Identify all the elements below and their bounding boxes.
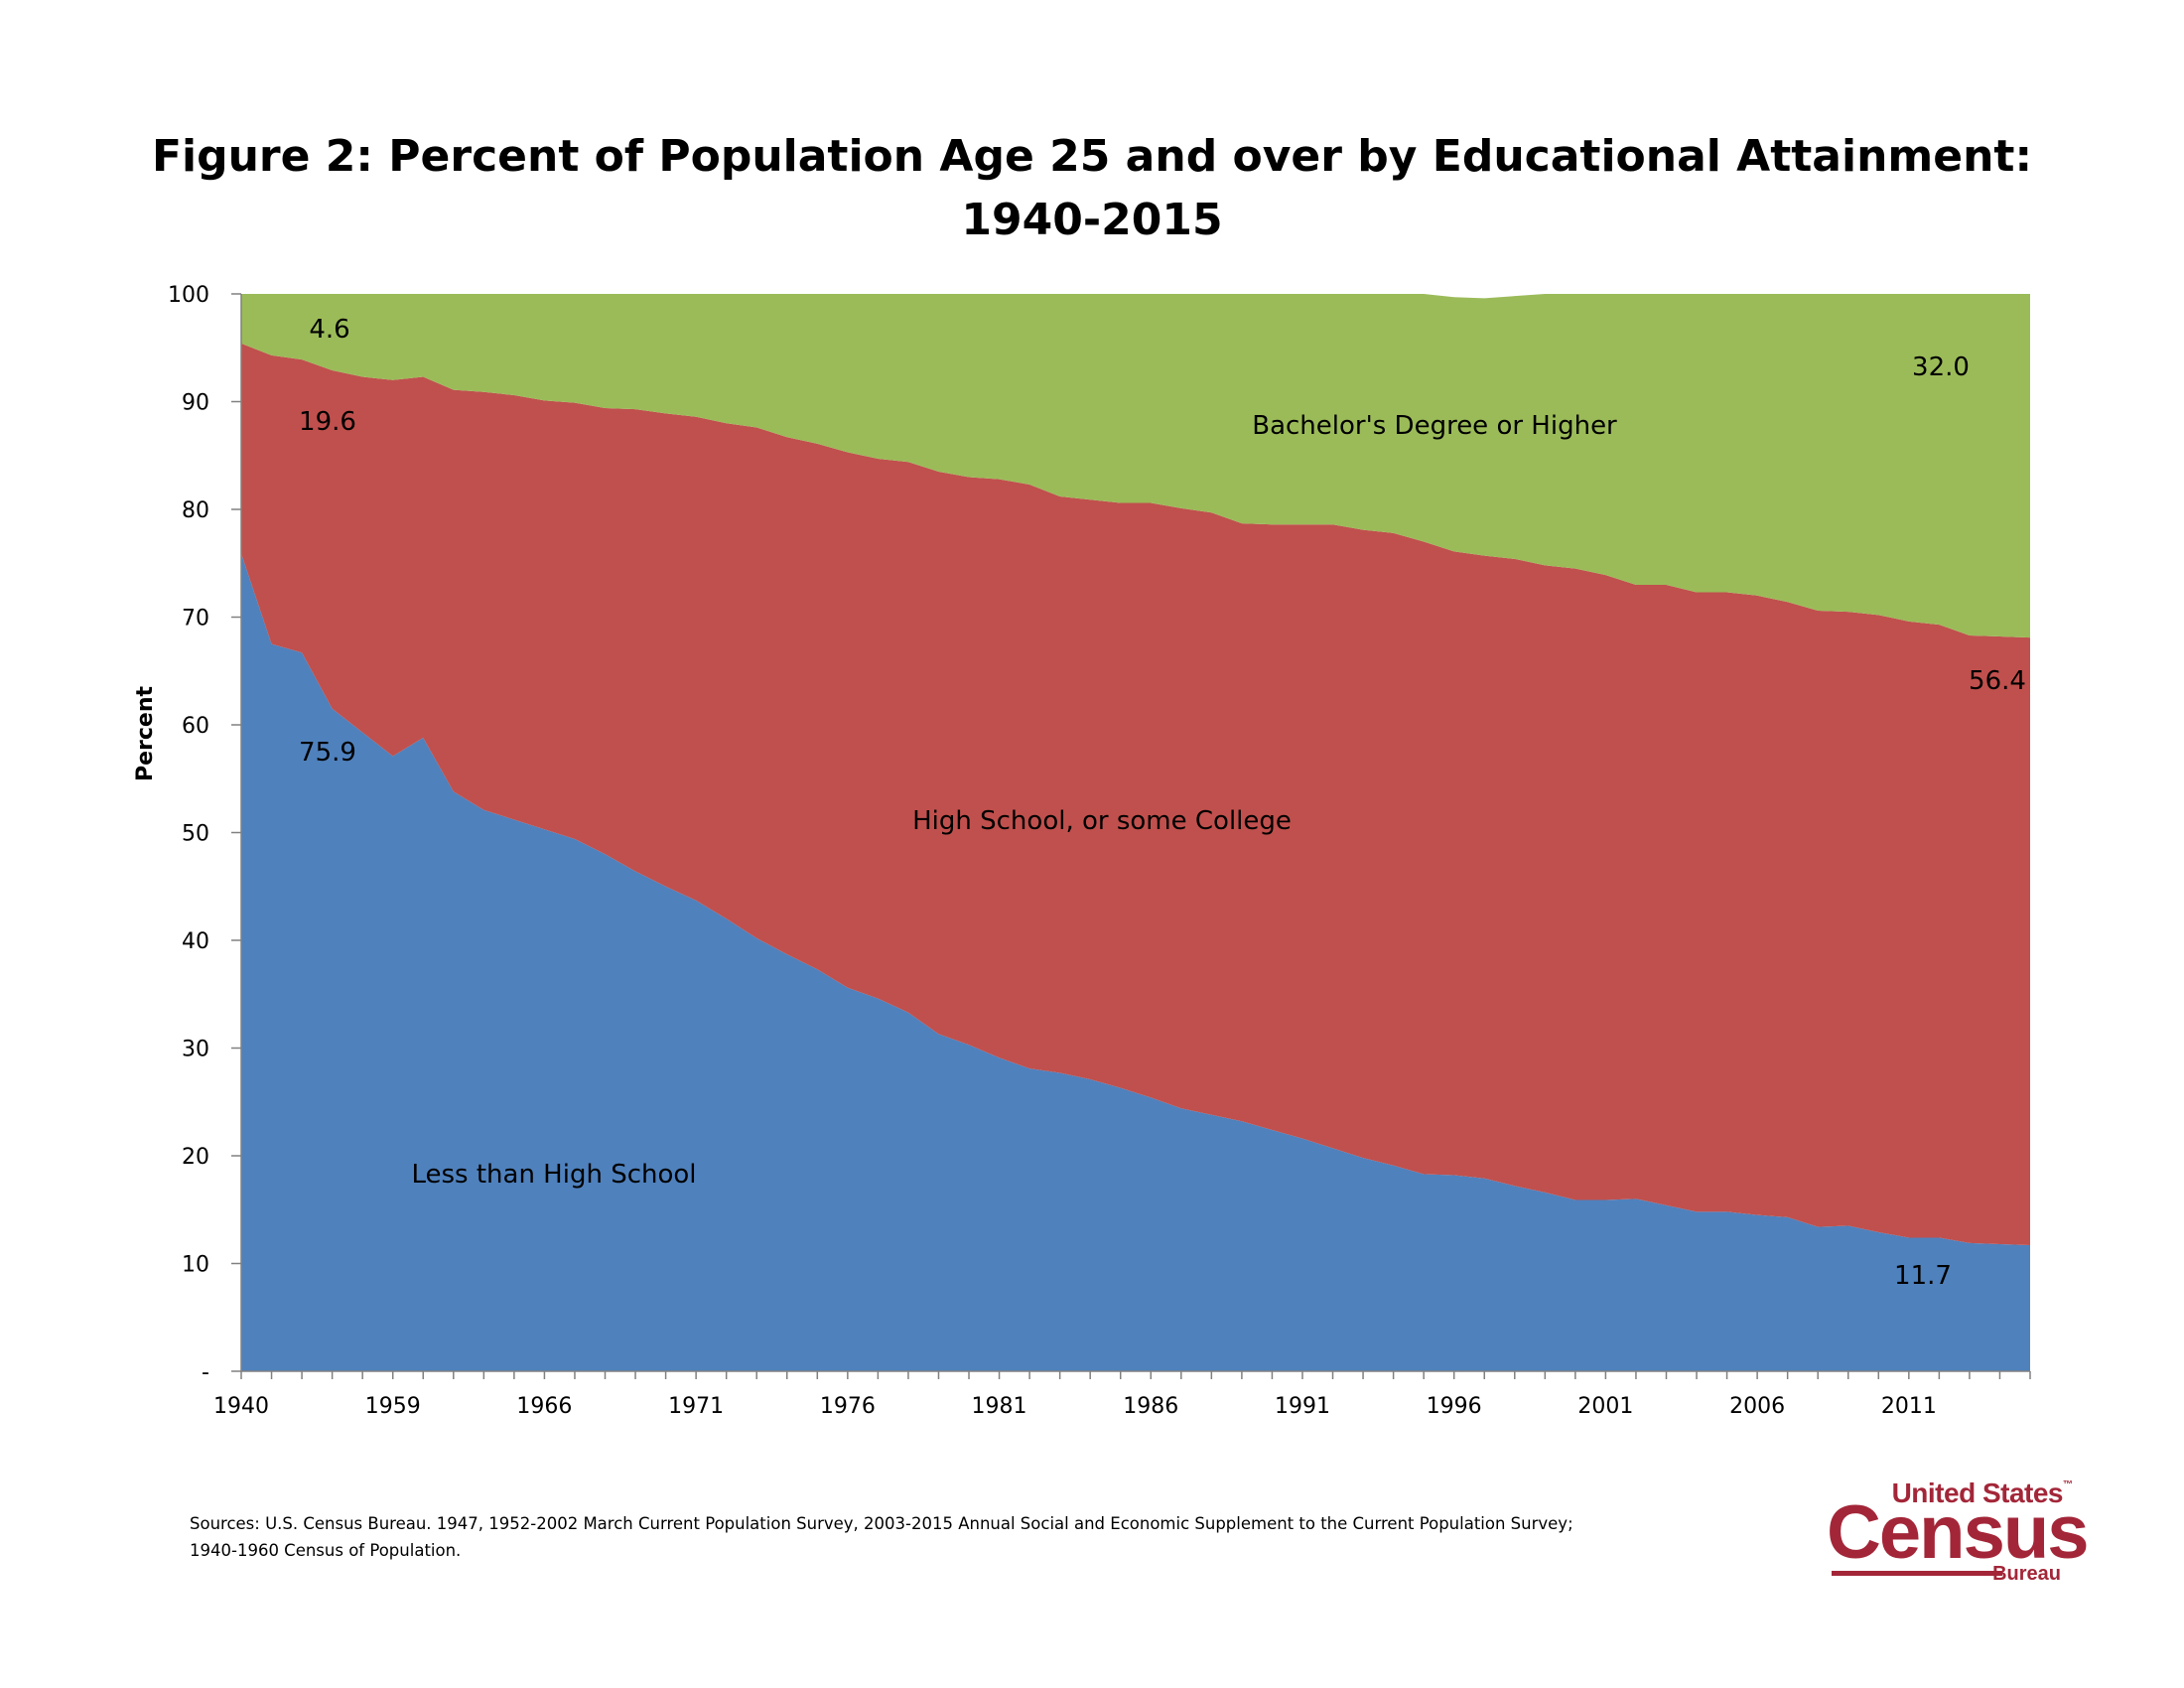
logo-united-states: United States — [1891, 1477, 2064, 1508]
x-tick-label: 2006 — [1729, 1394, 1785, 1419]
label-lths-last: 11.7 — [1894, 1261, 1952, 1291]
label-hs-last: 56.4 — [1969, 666, 2026, 696]
x-tick-label: 1959 — [365, 1394, 421, 1419]
y-tick-label: 10 — [182, 1253, 209, 1278]
logo-census: Census — [1827, 1490, 2090, 1575]
x-tick-label: 1991 — [1275, 1394, 1330, 1419]
y-tick-label: - — [202, 1360, 209, 1385]
y-tick-label: 40 — [182, 929, 209, 954]
y-tick-label: 20 — [182, 1145, 209, 1170]
area-high-school-some-college — [241, 343, 2030, 1246]
axes — [231, 293, 2031, 1379]
x-tick-label: 2001 — [1577, 1394, 1633, 1419]
logo-bureau: Bureau — [1992, 1563, 2061, 1585]
logo-underline — [1832, 1571, 2002, 1576]
area-bachelors-or-higher — [241, 294, 2030, 638]
area-layers — [241, 294, 2030, 1371]
label-bachelors-first: 4.6 — [309, 315, 349, 345]
y-tick-label: 60 — [182, 714, 209, 739]
census-logo: United States ™ Census Bureau — [1827, 1477, 2090, 1589]
y-tick-label: 90 — [182, 391, 209, 416]
y-tick-label: 30 — [182, 1038, 209, 1062]
tick-labels: - 10 20 30 40 50 60 70 80 90 100 1940 1959 1966 1971 19… — [168, 283, 1937, 1419]
sources-line2: 1940-1960 Census of Population. — [190, 1541, 462, 1560]
chart-title-line2: 1940-2015 — [961, 195, 1223, 245]
label-bachelors-last: 32.0 — [1912, 352, 1970, 382]
x-tick-label: 1966 — [516, 1394, 572, 1419]
x-tick-label: 1971 — [668, 1394, 724, 1419]
area-less-than-high-school — [241, 553, 2030, 1371]
label-lths-name: Less than High School — [411, 1160, 696, 1190]
chart-title-line1: Figure 2: Percent of Population Age 25 a… — [151, 131, 2033, 182]
x-tick-label: 1981 — [972, 1394, 1027, 1419]
y-tick-label: 100 — [168, 283, 209, 308]
x-tick-label: 2011 — [1881, 1394, 1937, 1419]
label-bachelors-name: Bachelor's Degree or Higher — [1252, 411, 1617, 441]
y-axis-label: Percent — [133, 686, 158, 782]
y-tick-label: 50 — [182, 822, 209, 847]
y-tick-label: 70 — [182, 607, 209, 632]
chart-title: Figure 2: Percent of Population Age 25 a… — [0, 125, 2184, 252]
label-hs-name: High School, or some College — [912, 806, 1292, 836]
sources-note: Sources: U.S. Census Bureau. 1947, 1952-… — [190, 1510, 1758, 1564]
x-tick-label: 1996 — [1427, 1394, 1482, 1419]
x-tick-label: 1976 — [820, 1394, 876, 1419]
label-lths-first: 75.9 — [299, 738, 356, 768]
label-hs-first: 19.6 — [299, 407, 356, 437]
x-tick-label: 1940 — [213, 1394, 269, 1419]
y-tick-label: 80 — [182, 498, 209, 523]
x-tick-label: 1986 — [1123, 1394, 1178, 1419]
logo-trademark: ™ — [2063, 1479, 2073, 1490]
sources-line1: Sources: U.S. Census Bureau. 1947, 1952-… — [190, 1514, 1573, 1533]
